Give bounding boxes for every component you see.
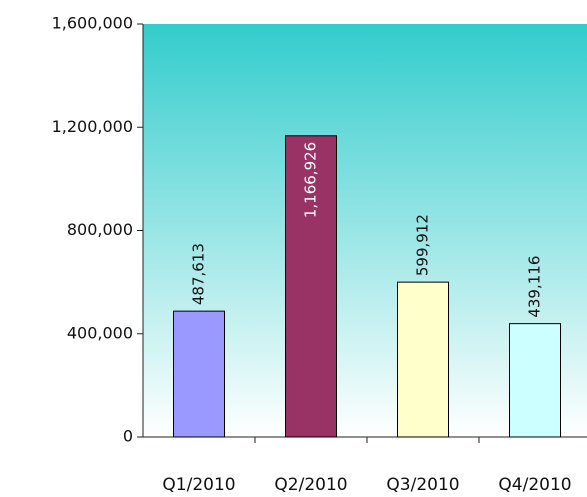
x-tick-label: Q3/2010 <box>386 475 459 495</box>
value-label: 1,166,926 <box>302 142 320 218</box>
y-tick-label: 400,000 <box>67 323 133 342</box>
bar <box>397 281 449 438</box>
y-tick-label: 1,200,000 <box>52 117 133 136</box>
y-tick-label: 1,600,000 <box>52 14 133 33</box>
x-tick-label: Q2/2010 <box>274 475 347 495</box>
value-label: 599,912 <box>414 214 432 276</box>
y-tick-label: 0 <box>123 427 133 446</box>
value-label: 487,613 <box>190 243 208 305</box>
y-tick-label: 800,000 <box>67 220 133 239</box>
x-tick-label: Q4/2010 <box>498 475 571 495</box>
value-label: 439,116 <box>526 256 544 318</box>
x-tick-label: Q1/2010 <box>162 475 235 495</box>
bar <box>285 135 337 438</box>
bar <box>173 310 225 438</box>
bar <box>509 323 561 438</box>
